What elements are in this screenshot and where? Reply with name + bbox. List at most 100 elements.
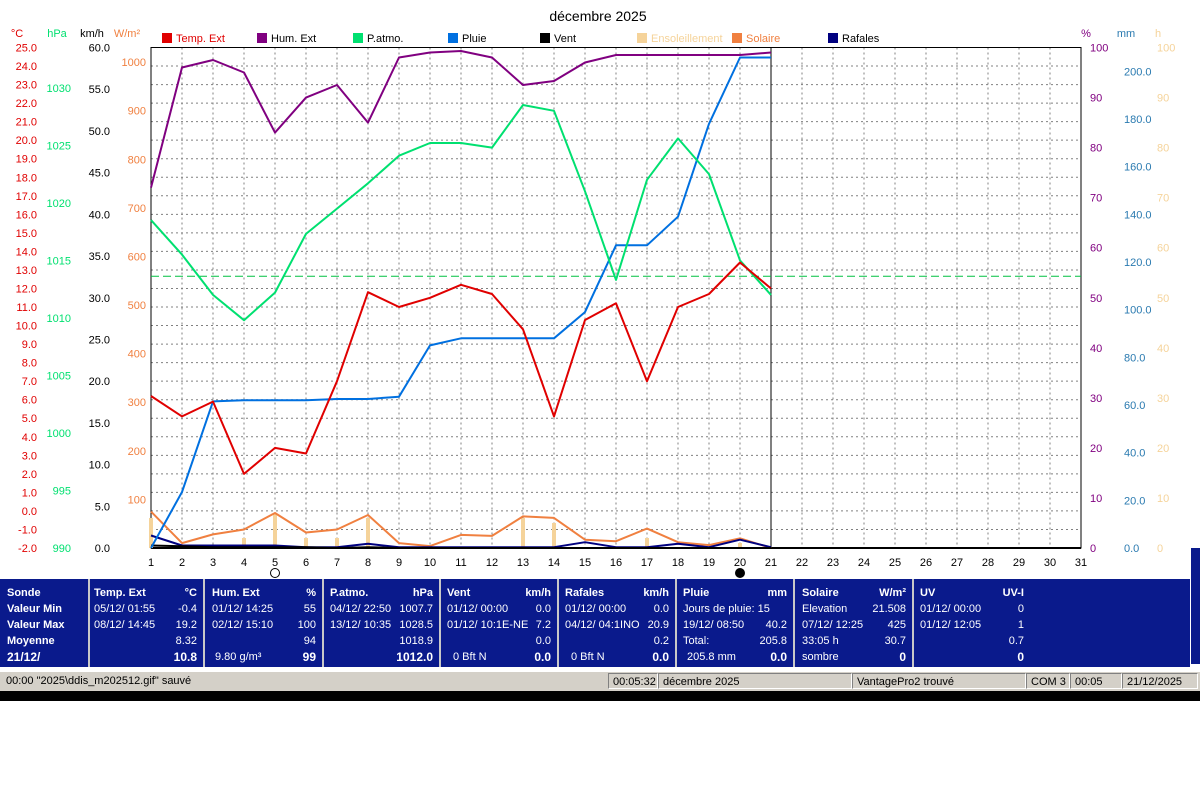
status-month: décembre 2025 — [658, 673, 852, 689]
stats-solaire-elevation-value: 21.508 — [872, 603, 906, 615]
stats-vent-min-value: 0.0 — [535, 603, 551, 615]
temp-tick-label: 25.0 — [16, 43, 37, 55]
pluie-tick-label: 120.0 — [1124, 257, 1152, 269]
stats-vent-header: Vent — [447, 587, 471, 599]
stats-pluie-current: 0.0 — [770, 650, 787, 664]
stats-temp-unit: °C — [184, 587, 197, 599]
stats-pluie-header: Pluie — [683, 587, 710, 599]
stats-pluie-max-value: 40.2 — [765, 619, 787, 631]
status-port: COM 3 — [1026, 673, 1070, 689]
x-tick-label: 27 — [951, 557, 963, 569]
series-line-pluie — [150, 56, 771, 549]
pluie-tick-label: 160.0 — [1124, 162, 1152, 174]
temp-tick-label: 5.0 — [22, 413, 37, 425]
x-tick-label: 23 — [827, 557, 839, 569]
hum-tick-label: 70 — [1090, 193, 1102, 205]
patmo-tick-label: 1025 — [47, 140, 71, 152]
right-axes: 1009080706050403020100200.0180.0160.0140… — [1090, 43, 1175, 556]
legend-label: Hum. Ext — [271, 33, 316, 45]
vent-tick-label: 0.0 — [95, 543, 110, 555]
plot-area — [149, 50, 1081, 549]
x-tick-label: 18 — [672, 557, 684, 569]
legend-swatch — [448, 33, 458, 43]
temp-tick-label: 23.0 — [16, 80, 37, 92]
bar-ensoleillement — [273, 512, 277, 548]
side-panel-edge — [1190, 548, 1200, 664]
temp-tick-label: 3.0 — [22, 450, 37, 462]
temp-tick-label: 1.0 — [22, 487, 37, 499]
bar-ensoleillement — [521, 517, 525, 548]
x-tick-label: 14 — [548, 557, 560, 569]
stats-patmo-current: 1012.0 — [396, 650, 433, 664]
solaire-tick-label: 100 — [128, 494, 146, 506]
x-tick-label: 20 — [734, 557, 746, 569]
ensoleillement-tick-label: 100 — [1157, 43, 1175, 55]
hum-tick-label: 40 — [1090, 343, 1102, 355]
x-tick-label: 30 — [1044, 557, 1056, 569]
stats-vent-max-value: 7.2 — [535, 619, 551, 631]
ensoleillement-tick-label: 30 — [1157, 393, 1169, 405]
stats-col-vent: Vent km/h 01/12/ 00:00 0.0 01/12/ 10:1E-NE… — [441, 579, 559, 667]
vent-tick-label: 15.0 — [89, 418, 110, 430]
temp-tick-label: 15.0 — [16, 228, 37, 240]
stats-patmo-min-value: 1007.7 — [399, 603, 433, 615]
hum-tick-label: 10 — [1090, 493, 1102, 505]
stats-patmo-max-value: 1028.5 — [399, 619, 433, 631]
x-tick-label: 3 — [210, 557, 216, 569]
series-line-solaire — [150, 510, 772, 549]
pluie-tick-label: 60.0 — [1124, 400, 1145, 412]
stats-col-pluie: Pluie mm Jours de pluie: 15 19/12/ 08:50 4… — [677, 579, 795, 667]
x-tick-label: 22 — [796, 557, 808, 569]
stats-row-current-label: 21/12/ — [7, 650, 41, 664]
temp-tick-label: 2.0 — [22, 469, 37, 481]
hum-tick-label: 100 — [1090, 43, 1108, 55]
legend-label: Temp. Ext — [176, 33, 225, 45]
patmo-tick-label: 995 — [53, 485, 71, 497]
moon-new-icon — [270, 568, 280, 578]
stats-hum-avg: 94 — [303, 635, 316, 647]
stats-pluie-max-date: 19/12/ 08:50 — [683, 619, 745, 631]
bar-ensoleillement — [738, 542, 742, 548]
stats-pluie-unit: mm — [767, 587, 787, 599]
status-date: 21/12/2025 — [1122, 673, 1198, 689]
hum-tick-label: 0 — [1090, 543, 1096, 555]
x-tick-label: 19 — [703, 557, 715, 569]
solaire-tick-label: 800 — [128, 154, 146, 166]
legend-label: Vent — [554, 33, 576, 45]
x-tick-label: 4 — [241, 557, 247, 569]
stats-pluie-total-label: Total: — [683, 635, 710, 647]
stats-rafales-current: 0.0 — [652, 650, 669, 664]
stats-uv-min-value: 0 — [1017, 603, 1024, 615]
x-axis: 1 2 3 4 5 6 7 8 9 10 11 12 13 14 15 16 17 18 19 20 21 22 23 24 2… — [148, 557, 1087, 578]
solaire-tick-label: 600 — [128, 251, 146, 263]
hum-tick-label: 30 — [1090, 393, 1102, 405]
legend-label: Pluie — [462, 33, 486, 45]
pluie-tick-label: 80.0 — [1124, 352, 1145, 364]
stats-row-max-label: Valeur Max — [7, 619, 65, 631]
vent-tick-label: 30.0 — [89, 293, 110, 305]
temp-tick-label: 19.0 — [16, 154, 37, 166]
temp-tick-label: 9.0 — [22, 339, 37, 351]
x-tick-label: 7 — [334, 557, 340, 569]
vent-tick-label: 45.0 — [89, 168, 110, 180]
legend-swatch — [257, 33, 267, 43]
bar-ensoleillement — [645, 537, 649, 548]
solaire-tick-label: 400 — [128, 349, 146, 361]
weather-chart: décembre 2025 Temp. Ext Hum. Ext P.atmo. Pl… — [11, 8, 1175, 578]
x-tick-label: 1 — [148, 557, 154, 569]
stats-rafales-max-date: 04/12/ 04:1INO — [565, 619, 640, 631]
stats-solaire-max-value: 425 — [887, 619, 906, 631]
legend-swatch — [637, 33, 647, 43]
pluie-tick-label: 200.0 — [1124, 66, 1152, 78]
bar-ensoleillement — [242, 537, 246, 548]
ensoleillement-tick-label: 60 — [1157, 243, 1169, 255]
temp-tick-label: 4.0 — [22, 432, 37, 444]
stats-temp-max-date: 08/12/ 14:45 — [94, 619, 156, 631]
solaire-unit-header: W/m² — [114, 28, 141, 40]
stats-col-sonde: Sonde Valeur Min Valeur Max Moyenne 21/1… — [0, 579, 90, 667]
stats-solaire-duration: 33:05 h — [802, 635, 839, 647]
x-tick-label: 6 — [303, 557, 309, 569]
stats-temp-min-date: 05/12/ 01:55 — [94, 603, 156, 615]
patmo-tick-label: 1005 — [47, 370, 71, 382]
stats-uv-min-date: 01/12/ 00:00 — [920, 603, 982, 615]
